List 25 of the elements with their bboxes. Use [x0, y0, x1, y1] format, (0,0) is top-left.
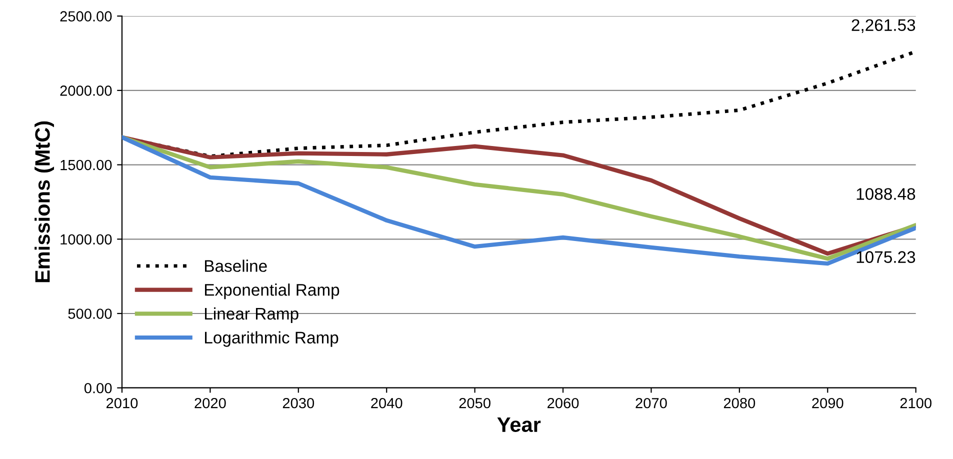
y-tick-label: 2000.00: [60, 86, 112, 96]
x-tick-label: 2040: [371, 398, 402, 408]
y-tick-label: 1000.00: [60, 234, 112, 245]
legend-label: Linear Ramp: [205, 307, 298, 323]
x-tick-label: 2090: [812, 398, 844, 408]
data-label: 2,261.53: [852, 19, 916, 33]
y-axis-title: Emissions (MtC): [34, 121, 54, 282]
y-tick-label: 500.00: [68, 308, 112, 319]
y-tick-label: 0.00: [84, 382, 112, 394]
legend-label: Logarithmic Ramp: [205, 331, 338, 347]
x-tick-label: 2030: [282, 398, 314, 408]
y-tick-label: 1500.00: [60, 160, 112, 170]
data-label: 1088.48: [856, 188, 916, 200]
x-tick-label: 2020: [194, 398, 226, 408]
x-tick-label: 2100: [900, 398, 932, 408]
legend-label: Exponential Ramp: [205, 284, 340, 300]
legend-label: Baseline: [205, 260, 267, 272]
x-tick-label: 2010: [106, 398, 138, 408]
x-axis-title: Year: [497, 417, 541, 432]
x-tick-label: 2080: [724, 398, 756, 408]
data-label: 1075.23: [856, 251, 916, 263]
x-tick-label: 2060: [548, 398, 579, 408]
x-tick-label: 2070: [636, 398, 667, 408]
x-tick-label: 2050: [459, 398, 490, 408]
y-tick-label: 2500.00: [60, 11, 112, 22]
